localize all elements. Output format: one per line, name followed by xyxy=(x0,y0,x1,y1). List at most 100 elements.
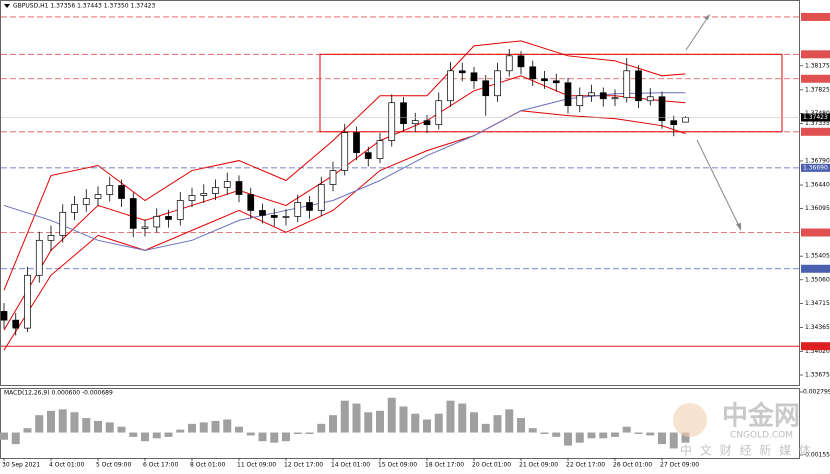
candle-body xyxy=(482,80,490,97)
level-tag xyxy=(801,74,830,83)
macd-bar xyxy=(199,422,208,433)
macd-bar xyxy=(646,432,655,436)
macd-bar xyxy=(505,409,514,433)
x-tick-label: 11 Oct 09:00 xyxy=(237,462,276,469)
x-tick-label: 5 Oct 09:00 xyxy=(96,462,131,469)
level-tag xyxy=(801,127,830,136)
macd-bar xyxy=(152,432,161,439)
arrow-head xyxy=(736,223,741,231)
macd-bar xyxy=(82,418,91,433)
candle-body xyxy=(200,193,208,196)
macd-bar xyxy=(434,413,443,433)
macd-bar xyxy=(35,415,44,433)
x-tick-label: 26 Oct 01:00 xyxy=(613,462,652,469)
candle-body xyxy=(623,70,631,99)
candle-body xyxy=(564,82,572,107)
macd-bar xyxy=(11,432,20,445)
price-panel xyxy=(0,0,800,386)
macd-bar xyxy=(611,432,619,437)
macd-bar xyxy=(141,432,149,442)
x-tick-label: 18 Oct 17:00 xyxy=(425,462,464,469)
x-tick-label: 20 Oct 01:00 xyxy=(472,462,511,469)
candle-body xyxy=(423,120,431,125)
macd-bar xyxy=(105,422,114,433)
y-tick-label: 1.34715 xyxy=(805,300,830,307)
candle-body xyxy=(212,187,219,194)
candle-body xyxy=(682,117,689,123)
macd-bar xyxy=(293,432,302,434)
x-tick-label: 15 Oct 09:00 xyxy=(378,462,417,469)
candle-body xyxy=(12,319,20,329)
y-tick-label: 1.36440 xyxy=(805,182,830,189)
macd-bar xyxy=(340,400,349,433)
macd-bar xyxy=(399,406,408,433)
candle-body xyxy=(576,95,584,107)
x-tick-label: 12 Oct 17:00 xyxy=(284,462,323,469)
current-price-tag xyxy=(801,113,830,122)
watermark-logo xyxy=(673,403,707,437)
y-tick-label: 1.35060 xyxy=(805,276,830,283)
macd-bar xyxy=(329,415,337,433)
level-label: 1.36690 xyxy=(803,164,828,171)
candle-body xyxy=(670,120,678,125)
candle-body xyxy=(235,181,243,195)
candle-body xyxy=(505,55,513,72)
macd-bar xyxy=(458,403,467,433)
macd-bar xyxy=(658,432,666,445)
candle-body xyxy=(541,78,548,82)
level-tag xyxy=(801,12,830,21)
candle-body xyxy=(353,132,360,153)
y-tick-label: 1.37335 xyxy=(805,120,830,127)
x-tick-label: 21 Oct 09:00 xyxy=(519,462,558,469)
candle-body xyxy=(59,212,67,236)
macd-tick-label: 0.002799 xyxy=(803,389,830,396)
macd-bar xyxy=(270,432,279,443)
forecast-arrow xyxy=(685,16,709,51)
macd-bar xyxy=(622,426,631,433)
x-tick-label: 30 Sep 2021 xyxy=(2,462,40,469)
macd-bar xyxy=(223,419,232,433)
symbol-marker xyxy=(4,4,10,8)
macd-bar xyxy=(411,413,420,433)
macd-bar xyxy=(70,412,79,433)
macd-bar xyxy=(634,432,643,434)
candle-body xyxy=(153,216,161,228)
candle-body xyxy=(306,202,313,211)
candle-body xyxy=(82,198,90,205)
macd-bar xyxy=(681,432,690,443)
level-tag xyxy=(801,228,830,237)
macd-bar xyxy=(317,423,326,433)
level-tag xyxy=(801,163,830,172)
y-tick-label: 1.34365 xyxy=(805,324,830,331)
candle-body xyxy=(71,204,78,213)
macd-label: MACD(12,26,9) 0.000600 -0.000689 xyxy=(4,390,113,397)
x-tick-label: 22 Oct 17:00 xyxy=(566,462,605,469)
candle-body xyxy=(165,216,172,220)
candle-body xyxy=(599,92,607,100)
macd-tick-label: -0.001551 xyxy=(803,452,830,459)
macd-bar xyxy=(235,426,243,433)
candle-body xyxy=(635,70,642,102)
macd-bar xyxy=(587,432,596,439)
macd-bar xyxy=(58,409,67,433)
macd-bar xyxy=(669,432,678,449)
macd-bar xyxy=(117,426,126,433)
candle-body xyxy=(35,239,43,276)
candle-body xyxy=(341,132,349,171)
candle-body xyxy=(247,194,255,211)
candle-body xyxy=(47,235,55,241)
candle-body xyxy=(364,152,372,159)
macd-bar xyxy=(423,419,431,433)
macd-bar xyxy=(517,418,525,433)
y-tick-label: 1.35405 xyxy=(805,253,830,260)
y-tick-label: 1.36790 xyxy=(805,157,830,164)
macd-bar xyxy=(164,432,173,437)
current-price-label: 1.37423 xyxy=(803,114,828,121)
plot: 1.381751.378251.374801.373351.367901.364… xyxy=(0,12,830,469)
candle-body xyxy=(588,92,595,97)
macd-bar xyxy=(352,403,361,433)
macd-bar xyxy=(94,420,102,433)
macd-bar xyxy=(176,429,185,433)
candle-body xyxy=(411,120,419,125)
